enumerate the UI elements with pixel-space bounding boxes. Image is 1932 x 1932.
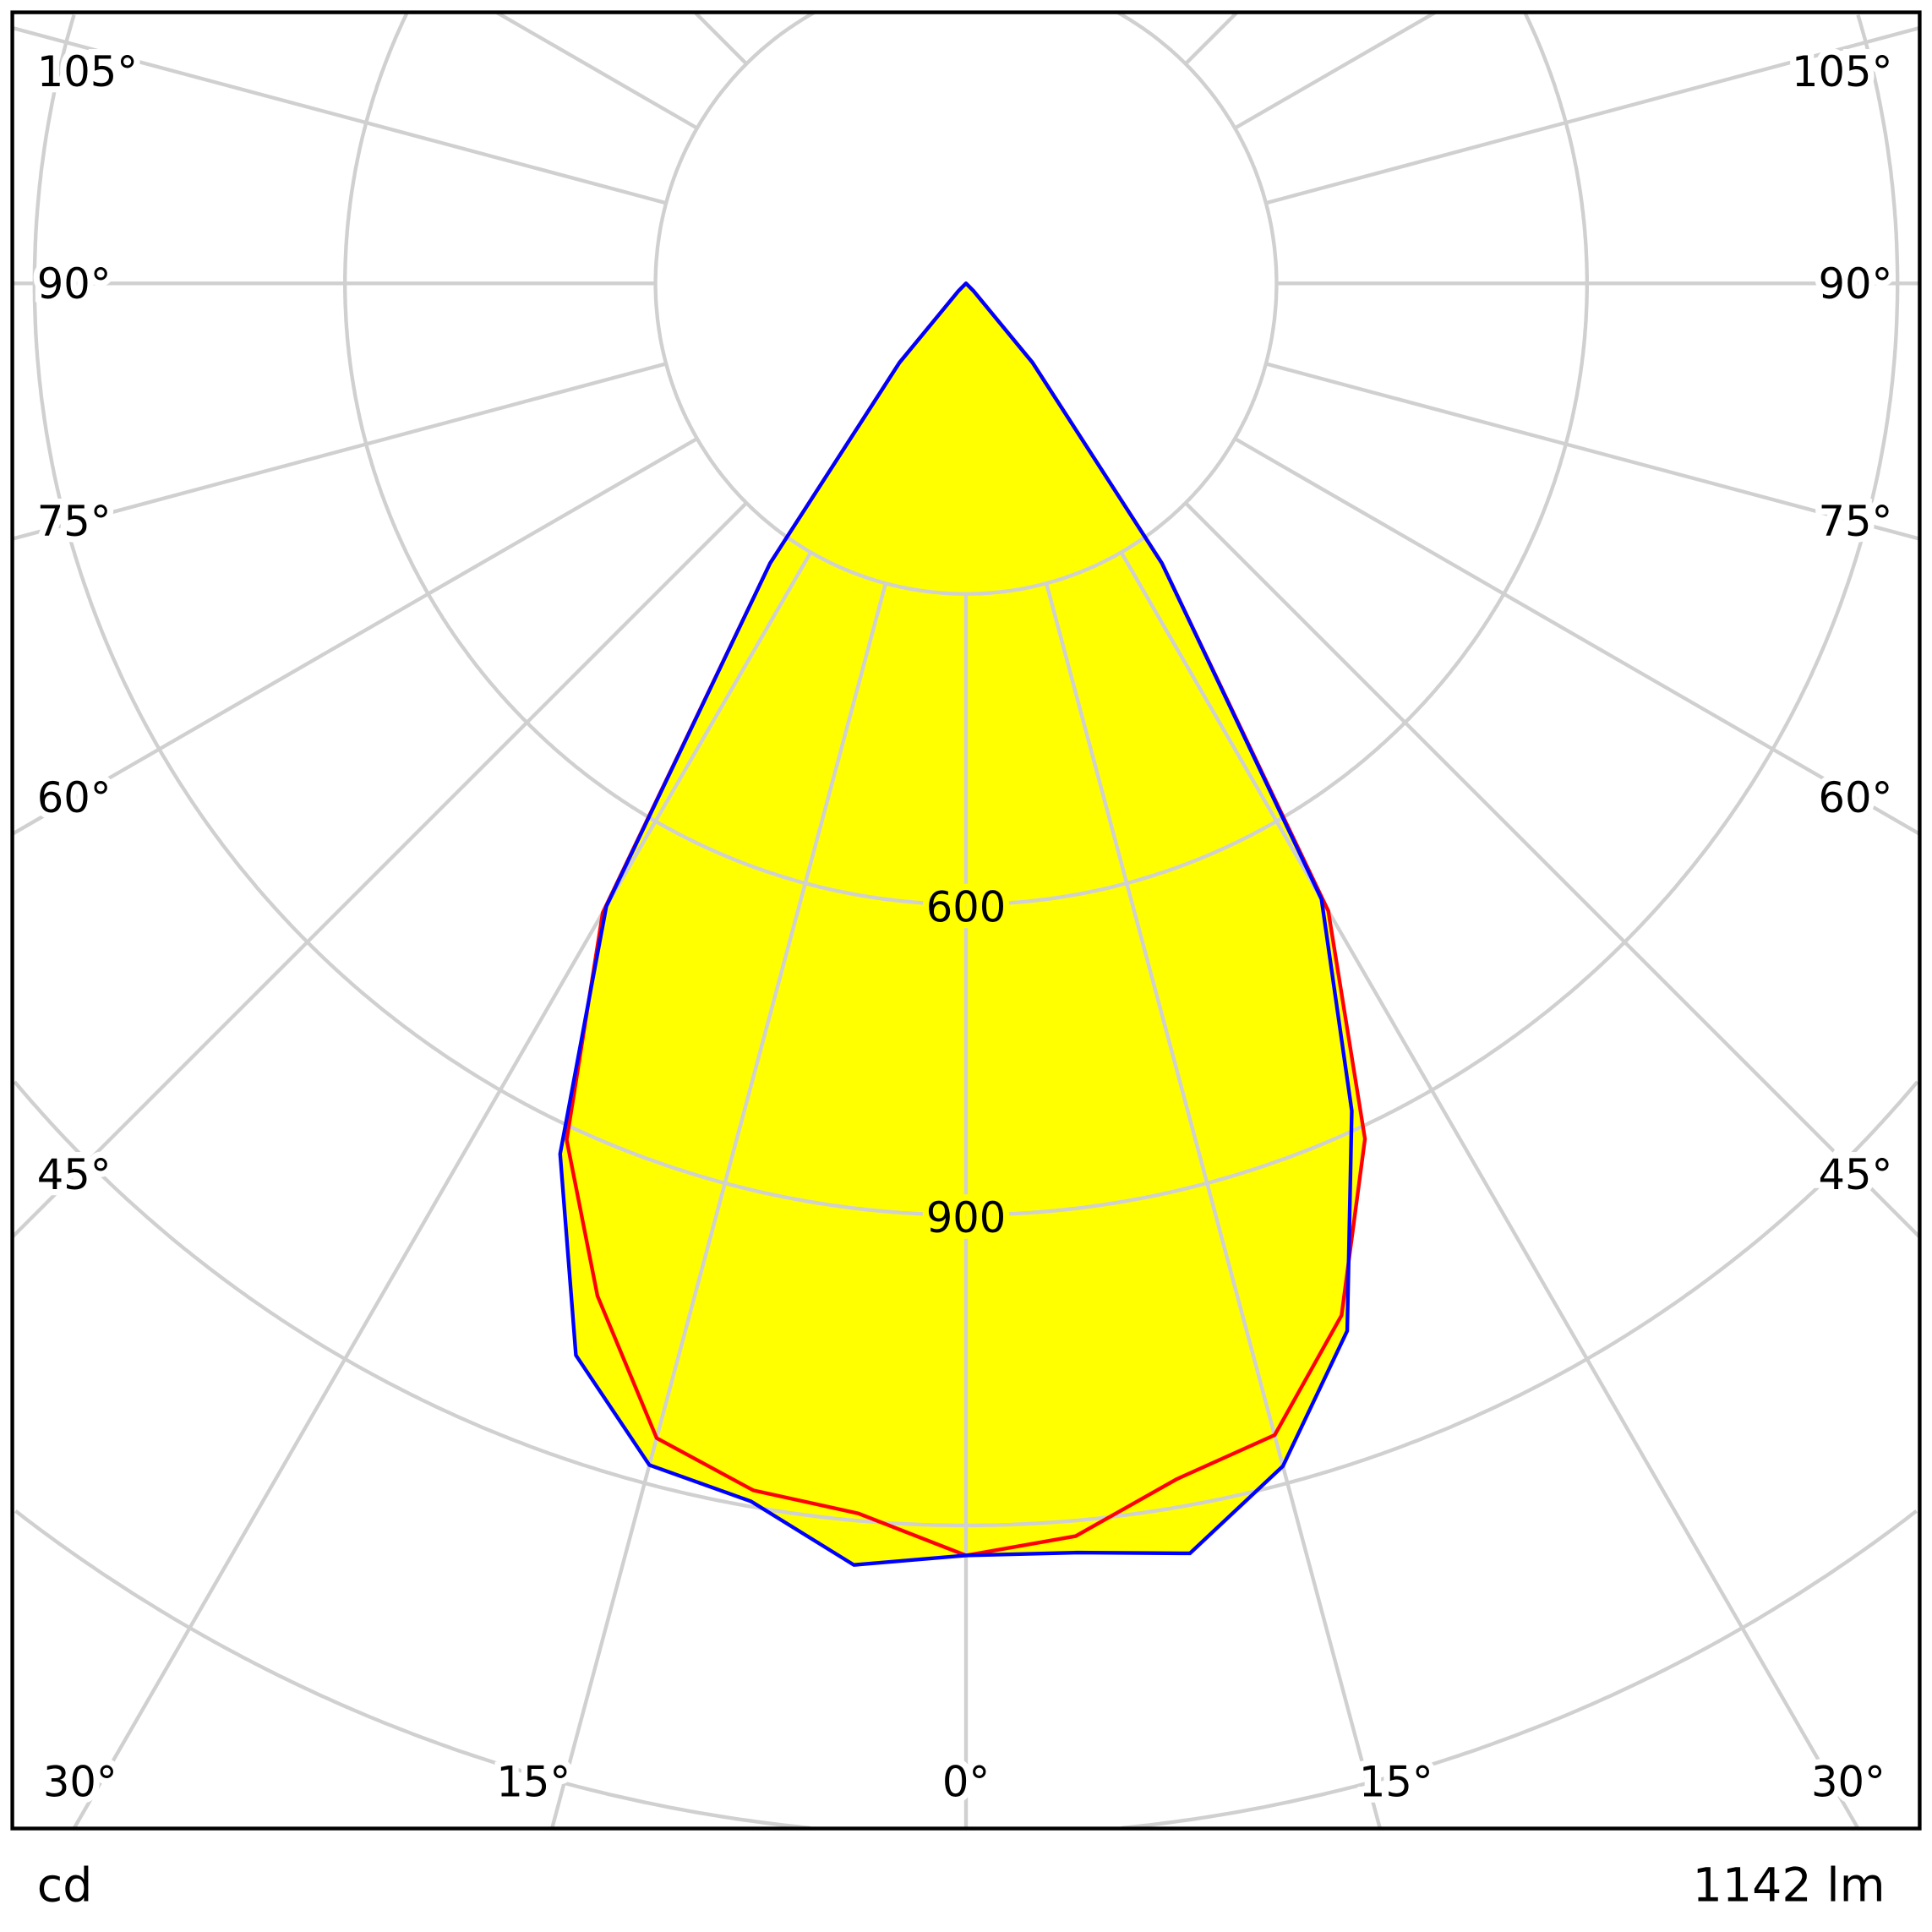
grid-ring bbox=[14, 1509, 1918, 1829]
unit-label: cd bbox=[37, 1859, 93, 1913]
grid-spoke bbox=[72, 551, 813, 1829]
grid-ring bbox=[32, 14, 1900, 1217]
angle-tick-label-bottom: 30° bbox=[1811, 1758, 1886, 1807]
grid-ring bbox=[343, 13, 1589, 907]
grid-spoke bbox=[12, 501, 748, 1239]
grid-ring bbox=[13, 1080, 1919, 1528]
grid-spoke bbox=[495, 12, 698, 130]
radial-tick-label: 600 bbox=[926, 883, 1007, 932]
grid-spoke bbox=[1234, 437, 1920, 836]
angle-tick-label-left: 105° bbox=[37, 47, 138, 96]
radial-tick-label: 900 bbox=[926, 1193, 1007, 1242]
grid-spoke bbox=[12, 437, 698, 836]
grid-spoke bbox=[693, 12, 748, 66]
series-lines bbox=[558, 281, 1367, 1567]
grid-spoke bbox=[1184, 12, 1239, 66]
fill-area-blue bbox=[559, 283, 1352, 1565]
grid-spoke bbox=[1234, 12, 1437, 130]
angle-tick-label-right: 90° bbox=[1819, 259, 1893, 308]
angle-tick-label-right: 75° bbox=[1819, 497, 1893, 546]
polar-grid bbox=[12, 12, 1920, 1829]
series-line-blue bbox=[558, 281, 1354, 1567]
grid-ring bbox=[653, 12, 1279, 596]
grid-spoke bbox=[12, 25, 667, 205]
luminous-flux-label: 1142 lm bbox=[1693, 1859, 1886, 1913]
angle-tick-label-bottom: 30° bbox=[43, 1758, 117, 1807]
angle-tick-label-bottom: 0° bbox=[942, 1758, 990, 1807]
angle-tick-label-bottom: 15° bbox=[1359, 1758, 1433, 1807]
plot-frame bbox=[10, 10, 1922, 1831]
angle-tick-label-bottom: 15° bbox=[496, 1758, 570, 1807]
angle-tick-label-left: 90° bbox=[37, 259, 112, 308]
angle-tick-label-left: 75° bbox=[37, 497, 112, 546]
angle-tick-label-right: 45° bbox=[1819, 1150, 1893, 1199]
grid-spoke bbox=[1184, 501, 1920, 1239]
grid-spoke bbox=[12, 362, 667, 541]
angle-tick-label-right: 60° bbox=[1819, 773, 1893, 822]
grid-spoke bbox=[1265, 362, 1920, 541]
angle-tick-label-left: 45° bbox=[37, 1150, 112, 1199]
grid-spoke bbox=[1119, 551, 1860, 1829]
grid-spoke bbox=[1265, 25, 1920, 205]
grid-spoke bbox=[550, 582, 888, 1829]
angle-tick-label-left: 60° bbox=[37, 773, 112, 822]
grid-spoke bbox=[1044, 582, 1382, 1829]
angle-tick-label-right: 105° bbox=[1792, 47, 1892, 96]
